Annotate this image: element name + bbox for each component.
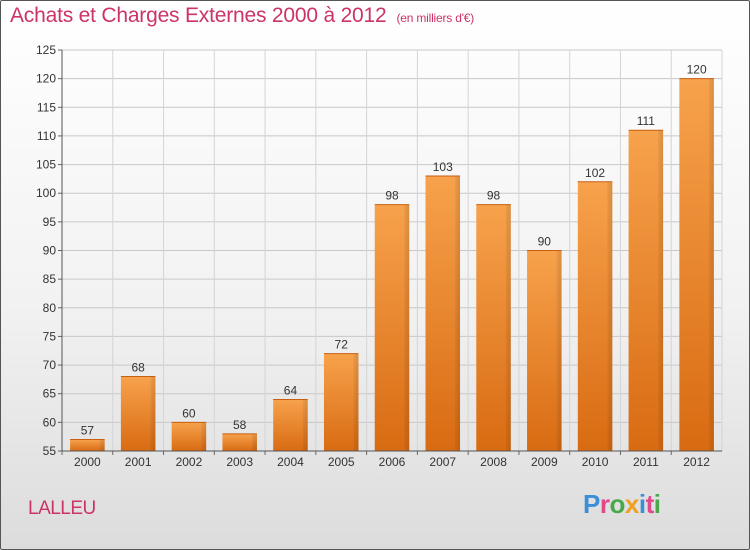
chart-title: Achats et Charges Externes 2000 à 2012 (e… bbox=[10, 4, 474, 28]
y-tick-label: 105 bbox=[36, 158, 56, 172]
y-tick-label: 95 bbox=[43, 215, 57, 229]
y-tick-label: 90 bbox=[43, 244, 57, 258]
data-label: 60 bbox=[182, 406, 196, 420]
bar bbox=[476, 204, 511, 451]
y-tick-label: 75 bbox=[43, 329, 57, 343]
bar bbox=[374, 204, 410, 451]
commune-name: LALLEU bbox=[28, 498, 96, 519]
bar-shade bbox=[607, 181, 613, 451]
x-tick-label: 2010 bbox=[582, 455, 609, 469]
y-tick-label: 115 bbox=[37, 100, 56, 114]
x-tick-label: 2004 bbox=[277, 455, 304, 469]
bar-shade bbox=[201, 422, 207, 451]
x-axis-ticks: 2000 2001 2002 2003 2004 2005 2006 2007 2008 2009… bbox=[61, 451, 710, 469]
data-label: 64 bbox=[284, 383, 298, 397]
x-tick-label: 2006 bbox=[379, 455, 406, 469]
y-tick-label: 80 bbox=[43, 301, 57, 315]
bar bbox=[171, 422, 207, 451]
bar-shade bbox=[505, 204, 511, 451]
chart-title-text: Achats et Charges Externes 2000 à 2012 bbox=[10, 4, 387, 27]
logo-letter: x bbox=[624, 489, 639, 519]
y-tick-label: 85 bbox=[43, 272, 57, 286]
bar-shade bbox=[353, 353, 359, 451]
logo-letter: o bbox=[609, 489, 625, 519]
bar-shade bbox=[302, 399, 308, 451]
y-tick-label: 125 bbox=[36, 43, 56, 57]
bar bbox=[323, 353, 359, 451]
bar bbox=[120, 376, 156, 451]
bar-shade bbox=[708, 78, 714, 452]
y-tick-label: 100 bbox=[36, 186, 56, 200]
x-tick-label: 2009 bbox=[531, 455, 558, 469]
bar-shade bbox=[658, 130, 664, 451]
logo-letter: t bbox=[645, 489, 655, 519]
bar-shade bbox=[150, 376, 156, 451]
data-label: 98 bbox=[487, 189, 501, 203]
x-tick-label: 2005 bbox=[328, 455, 355, 469]
data-label: 58 bbox=[233, 418, 247, 432]
axes bbox=[61, 50, 722, 452]
bars: 57 68 60 58 64 72 98 103 98 90 102 111 120 bbox=[70, 63, 714, 452]
y-tick-label: 70 bbox=[43, 358, 57, 372]
data-label: 102 bbox=[585, 166, 605, 180]
bar bbox=[273, 399, 308, 451]
bar bbox=[577, 181, 613, 451]
data-label: 120 bbox=[687, 63, 707, 77]
data-label: 68 bbox=[131, 361, 145, 375]
logo-letter: r bbox=[599, 489, 610, 519]
bar bbox=[70, 439, 105, 451]
y-axis-ticks: 55 60 65 70 75 80 85 90 95 100 105 110 115 120 125 bbox=[36, 43, 62, 458]
bar bbox=[628, 130, 664, 451]
data-label: 90 bbox=[538, 235, 552, 249]
x-tick-label: 2007 bbox=[429, 455, 456, 469]
logo-letter: i bbox=[638, 489, 646, 519]
bar bbox=[527, 250, 562, 451]
proxiti-logo: Proxiti bbox=[583, 489, 661, 520]
x-tick-label: 2000 bbox=[74, 455, 101, 469]
bar bbox=[679, 78, 714, 452]
logo-letter: P bbox=[583, 489, 600, 519]
y-tick-label: 110 bbox=[37, 129, 56, 143]
data-label: 72 bbox=[335, 338, 349, 352]
logo-letter: i bbox=[653, 489, 661, 519]
y-tick-label: 120 bbox=[36, 72, 56, 86]
data-label: 57 bbox=[81, 424, 95, 438]
bar bbox=[222, 433, 257, 451]
bar-shade bbox=[99, 439, 105, 451]
x-tick-label: 2008 bbox=[480, 455, 507, 469]
x-tick-label: 2011 bbox=[633, 455, 659, 469]
x-tick-label: 2001 bbox=[125, 455, 152, 469]
data-label: 103 bbox=[433, 160, 453, 174]
data-label: 98 bbox=[385, 189, 399, 203]
y-tick-label: 55 bbox=[43, 444, 57, 458]
bar-shade bbox=[556, 250, 562, 451]
data-label: 111 bbox=[637, 114, 656, 128]
x-tick-label: 2012 bbox=[683, 455, 710, 469]
y-tick-label: 65 bbox=[43, 387, 57, 401]
bar-shade bbox=[455, 176, 461, 451]
x-tick-label: 2003 bbox=[226, 455, 253, 469]
bar-shade bbox=[404, 204, 410, 451]
x-tick-label: 2002 bbox=[176, 455, 203, 469]
bar bbox=[425, 176, 461, 451]
chart-unit: (en milliers d'€) bbox=[396, 11, 475, 25]
y-tick-label: 60 bbox=[43, 415, 57, 429]
bar-shade bbox=[251, 433, 257, 451]
